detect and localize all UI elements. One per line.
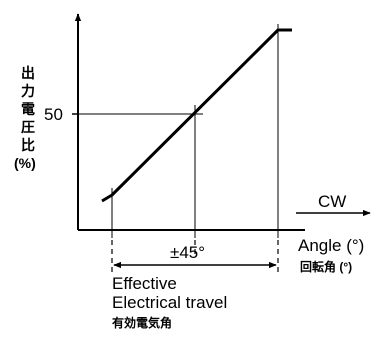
y-label-unit: (%) bbox=[14, 155, 36, 171]
span-label: ±45° bbox=[170, 243, 205, 262]
effective-electrical-angle-jp: 有効電気角 bbox=[112, 315, 172, 330]
y-label-char-5: 比 bbox=[21, 137, 35, 153]
effective-label: Effective bbox=[112, 274, 177, 293]
angle-label-jp: 回転角 (°) bbox=[300, 259, 352, 274]
y-label-char-4: 圧 bbox=[21, 119, 35, 135]
output-curve bbox=[101, 28, 292, 203]
angle-label: Angle (°) bbox=[298, 236, 364, 255]
y-label-char-3: 電 bbox=[21, 101, 35, 117]
direction-label: CW bbox=[318, 192, 346, 211]
y-tick-label: 50 bbox=[44, 105, 63, 124]
y-label-char-1: 出 bbox=[21, 65, 35, 81]
y-label-char-2: 力 bbox=[21, 83, 35, 99]
electrical-travel-label: Electrical travel bbox=[112, 293, 227, 312]
y-axis-label: 出 力 電 圧 比 (%) bbox=[14, 65, 36, 171]
